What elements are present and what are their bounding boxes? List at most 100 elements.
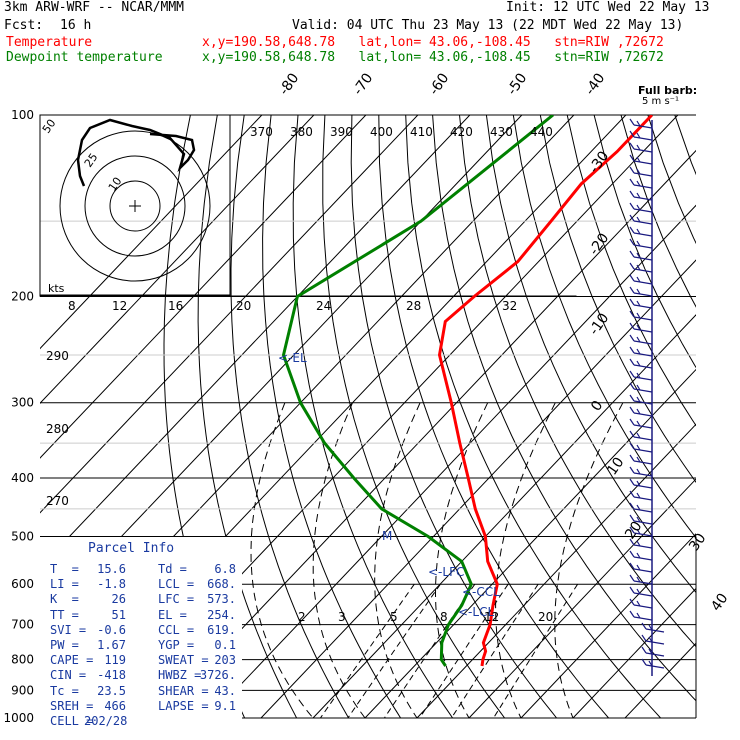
wind-barb: [629, 430, 653, 441]
lfc-annotation: <-LFC: [428, 565, 464, 579]
dry-adiabat-line: [432, 115, 696, 702]
isotherm-line: [624, 642, 696, 719]
wind-barb: [629, 358, 653, 369]
parcel-info-key: SREH =: [50, 698, 94, 713]
wind-barb: [629, 142, 653, 153]
wind-barb: [629, 406, 653, 417]
wind-barb: [629, 214, 653, 225]
wind-barb: [629, 322, 653, 333]
hodograph-speed-label: 12: [112, 299, 127, 313]
wind-barb: [629, 154, 653, 165]
parcel-info-value: 203: [214, 653, 236, 668]
parcel-info-key: CCL =: [158, 622, 195, 637]
parcel-info-value: 26: [111, 592, 126, 607]
wind-barb: [629, 550, 653, 561]
wind-barb: [629, 538, 653, 549]
parcel-info-key: LCL =: [158, 577, 195, 592]
isotherm-line: [40, 115, 315, 404]
moist-adiabat-line: [312, 402, 366, 719]
parcel-info-value: 15.6: [97, 562, 126, 576]
moist-adiabat-line: [495, 402, 556, 719]
dry-adiabat-line: [647, 115, 696, 245]
wind-barb: [629, 610, 653, 621]
parcel-info-key: T =: [50, 562, 79, 576]
theta-label: 430: [490, 125, 513, 139]
temperature-legend: Temperature: [6, 35, 93, 50]
wind-barb: [629, 502, 653, 513]
dry-adiabat-line: [230, 115, 350, 719]
parcel-info-value: 668.: [207, 577, 236, 592]
wind-barb: [629, 262, 653, 273]
dry-adiabat-line: [378, 115, 609, 719]
model-title: 3km ARW-WRF -- NCAR/MMM: [4, 0, 185, 15]
dry-adiabat-line: [729, 115, 740, 718]
isotherm-line: [416, 423, 696, 719]
mixing-ratio-label: 8: [440, 610, 448, 624]
wind-barb: [629, 586, 653, 597]
pressure-label: 700: [11, 618, 34, 632]
isotherm-line: [260, 259, 696, 719]
mixing-ratio-label: 5: [390, 610, 398, 624]
wind-barb: [629, 334, 653, 345]
parcel-info-value: 202/28: [84, 714, 128, 728]
temperature-profile: [437, 115, 653, 667]
wind-barb: [629, 190, 653, 201]
parcel-info-key: PW =: [50, 638, 79, 652]
wind-barb: [629, 178, 653, 189]
hodograph-speed-label: 28: [406, 299, 421, 313]
parcel-info-key: LI =: [50, 577, 79, 592]
dry-adiabat-line: [539, 115, 696, 483]
pressure-label: 400: [11, 471, 34, 485]
hodograph-ring-label: 10: [106, 175, 125, 194]
parcel-info-value: 51: [111, 607, 126, 622]
forecast-label: Fcst:: [4, 18, 44, 33]
parcel-info-value: -418: [97, 668, 126, 683]
hodograph-speed-label: 8: [68, 299, 76, 313]
parcel-info-key: HWBZ =: [158, 668, 202, 683]
pressure-label: 1000: [3, 711, 34, 725]
wind-barb: [629, 274, 653, 285]
theta-label-small: 290: [46, 349, 69, 363]
hodograph-speed-label: 20: [236, 299, 251, 313]
theta-label: 400: [370, 125, 393, 139]
wind-barb: [629, 466, 653, 477]
mixing-ratio-label: 20: [538, 610, 553, 624]
hodograph-frame: [39, 114, 231, 296]
wind-barb: [629, 226, 653, 237]
wind-barb: [629, 202, 653, 213]
isotherm-label: -50: [504, 70, 530, 98]
dewpoint-legend: Dewpoint temperature: [6, 50, 163, 65]
wind-barb: [629, 346, 653, 357]
parcel-info-key: SHEAR =: [158, 683, 209, 698]
theta-label: 370: [250, 125, 273, 139]
dry-adiabat-line: [674, 115, 696, 176]
wind-barb: [641, 646, 665, 657]
isotherm-line: [40, 115, 263, 350]
parcel-info-value: 43.: [214, 683, 236, 698]
parcel-info-key: SWEAT =: [158, 653, 209, 668]
hodograph-speed-label: 32: [502, 299, 517, 313]
parcel-info-value: -0.6: [97, 622, 126, 637]
parcel-info-key: LFC =: [158, 592, 195, 607]
wind-barb: [629, 478, 653, 489]
wind-barb: [629, 370, 653, 381]
parcel-info-key: CAPE =: [50, 653, 94, 668]
theta-label: 420: [450, 125, 473, 139]
theta-label: 410: [410, 125, 433, 139]
isotherm-label: -40: [582, 70, 608, 98]
forecast-hours: 16 h: [60, 18, 92, 33]
moist-adiabat-line: [250, 402, 314, 719]
hodograph-ring: [84, 155, 186, 257]
isotherm-line: [40, 115, 367, 459]
parcel-info-value: 619.: [207, 622, 236, 637]
parcel-info-value: -1.8: [97, 577, 126, 592]
parcel-info-title: Parcel Info: [88, 541, 175, 556]
wind-barb: [641, 658, 665, 669]
wind-barb: [629, 166, 653, 177]
parcel-info-value: 573.: [207, 592, 236, 607]
isotherm-line: [572, 587, 696, 719]
wind-barb: [629, 514, 653, 525]
parcel-info-key: EL =: [158, 607, 187, 622]
moist-adiabat-line: [434, 402, 489, 719]
wind-barb: [629, 490, 653, 501]
